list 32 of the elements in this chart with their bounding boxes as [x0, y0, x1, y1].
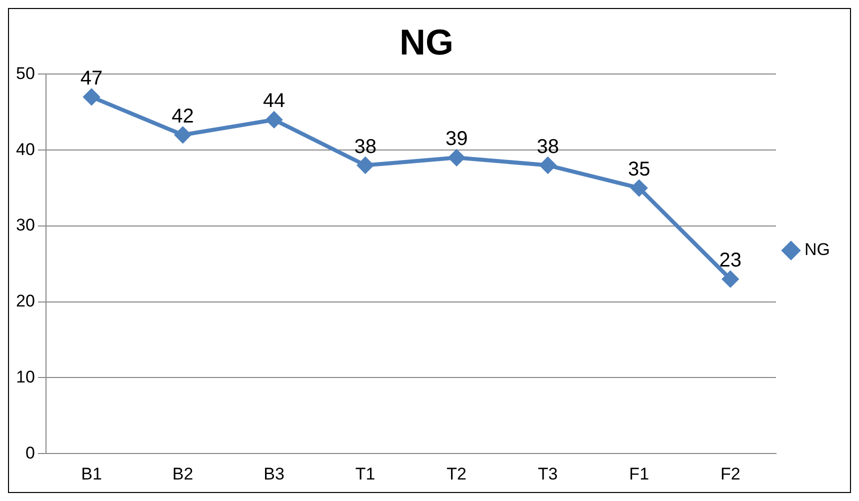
y-tick-label: 0: [25, 443, 35, 462]
data-label: 44: [262, 90, 286, 112]
y-tick-label: 30: [16, 216, 35, 235]
point: [357, 157, 374, 174]
data-label: 47: [80, 67, 103, 90]
x-tick-label: B3: [264, 464, 284, 484]
x-tick-label: T1: [355, 464, 376, 484]
y-tick-label: 10: [16, 367, 35, 386]
point: [631, 180, 648, 196]
point: [84, 88, 100, 105]
legend-label: NG: [804, 240, 830, 260]
x-tick-label: B1: [81, 464, 102, 484]
chart-title: NG: [400, 22, 454, 63]
point: [448, 150, 465, 166]
point: [266, 112, 282, 128]
x-tick-label: F2: [720, 464, 740, 484]
x-tick-label: F1: [629, 464, 650, 484]
y-tick-label: 40: [16, 140, 35, 159]
y-tick-label: 20: [16, 292, 35, 311]
data-label: 42: [172, 105, 194, 128]
data-label: 38: [354, 136, 376, 158]
x-tick-label: T2: [446, 464, 467, 484]
data-label: 23: [719, 250, 742, 272]
point: [540, 157, 556, 174]
x-tick-label: T3: [538, 464, 558, 484]
data-label: 35: [628, 158, 650, 181]
x-tick-label: B2: [172, 464, 194, 484]
point: [722, 271, 738, 288]
data-label: 39: [445, 128, 468, 150]
y-tick-label: 50: [16, 64, 35, 83]
point: [174, 126, 191, 143]
data-label: 38: [536, 136, 559, 158]
